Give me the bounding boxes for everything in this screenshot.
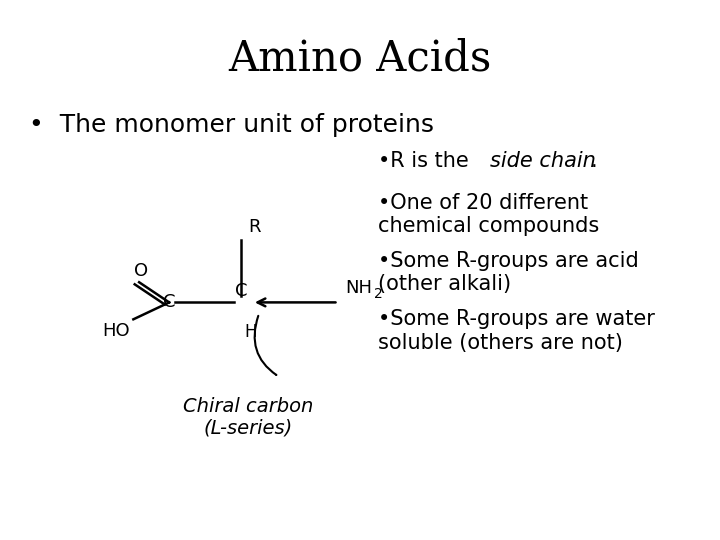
Text: R: R bbox=[248, 218, 261, 236]
Text: side chain: side chain bbox=[490, 151, 595, 171]
Text: H: H bbox=[245, 323, 257, 341]
Text: Amino Acids: Amino Acids bbox=[228, 38, 492, 80]
Text: HO: HO bbox=[102, 322, 130, 340]
Text: •Some R-groups are water
soluble (others are not): •Some R-groups are water soluble (others… bbox=[378, 309, 655, 353]
Text: Chiral carbon
(L-series): Chiral carbon (L-series) bbox=[183, 397, 314, 438]
Text: .: . bbox=[590, 151, 597, 171]
Text: •R is the: •R is the bbox=[378, 151, 475, 171]
Text: •  The monomer unit of proteins: • The monomer unit of proteins bbox=[29, 113, 433, 137]
Text: O: O bbox=[134, 261, 148, 280]
Text: •One of 20 different
chemical compounds: •One of 20 different chemical compounds bbox=[378, 193, 599, 236]
FancyArrowPatch shape bbox=[255, 316, 276, 375]
Text: C: C bbox=[163, 293, 176, 312]
Text: NH: NH bbox=[346, 279, 373, 297]
Text: 2: 2 bbox=[374, 287, 383, 301]
Text: C: C bbox=[235, 282, 248, 300]
Text: •Some R-groups are acid
(other alkali): •Some R-groups are acid (other alkali) bbox=[378, 251, 639, 294]
